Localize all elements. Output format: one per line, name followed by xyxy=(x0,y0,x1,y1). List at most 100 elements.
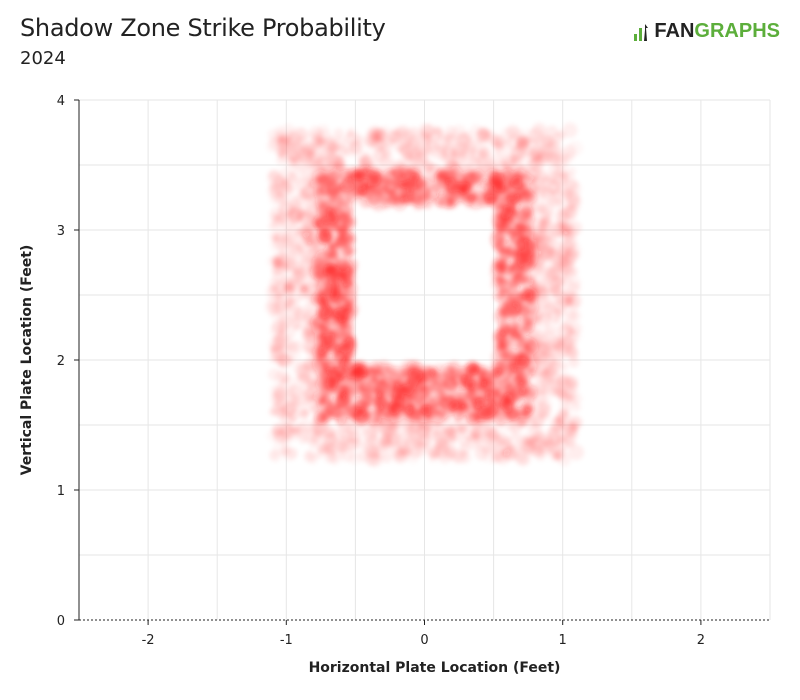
data-point xyxy=(297,396,308,407)
data-point xyxy=(537,222,547,232)
data-point xyxy=(568,266,579,277)
data-point xyxy=(381,453,392,464)
data-point xyxy=(338,192,352,206)
data-point xyxy=(494,261,508,275)
data-point xyxy=(359,154,372,168)
data-point xyxy=(434,387,444,398)
data-point xyxy=(507,327,518,337)
data-point xyxy=(459,443,471,455)
data-point xyxy=(444,125,457,139)
data-point xyxy=(343,270,357,284)
data-point xyxy=(343,336,356,349)
data-point xyxy=(436,149,447,161)
data-point xyxy=(508,249,519,260)
data-point xyxy=(294,363,310,379)
data-point xyxy=(508,355,522,368)
data-point xyxy=(567,395,578,406)
data-point xyxy=(371,196,386,212)
data-point xyxy=(506,190,519,204)
data-point xyxy=(272,234,281,243)
data-point xyxy=(513,171,525,182)
x-tick-label: 0 xyxy=(420,633,428,648)
data-point xyxy=(531,333,541,342)
data-point xyxy=(428,145,440,157)
data-point xyxy=(508,278,519,289)
data-point xyxy=(499,128,515,144)
data-point xyxy=(294,135,309,150)
data-point xyxy=(313,388,328,403)
data-point xyxy=(503,209,514,220)
data-point xyxy=(286,341,299,354)
data-point xyxy=(553,286,564,298)
data-point xyxy=(385,431,401,447)
data-point xyxy=(452,390,466,404)
data-point xyxy=(307,279,318,289)
data-point xyxy=(476,378,491,393)
data-point xyxy=(566,328,582,343)
data-point xyxy=(562,122,578,138)
data-point xyxy=(515,255,530,270)
data-point xyxy=(361,167,374,179)
data-point xyxy=(342,257,358,274)
data-point xyxy=(552,451,562,461)
data-point xyxy=(520,379,532,392)
data-point xyxy=(489,375,502,388)
data-point xyxy=(360,426,370,436)
data-point xyxy=(491,447,502,458)
data-point xyxy=(320,299,330,309)
data-point xyxy=(407,126,418,138)
data-point xyxy=(354,409,370,425)
data-point xyxy=(492,231,506,245)
data-point xyxy=(566,375,579,389)
data-point xyxy=(367,409,382,423)
data-point xyxy=(339,391,349,402)
data-point xyxy=(291,141,304,154)
data-point xyxy=(509,147,525,162)
data-point xyxy=(530,414,545,429)
data-point xyxy=(571,282,581,292)
data-point xyxy=(429,396,441,408)
data-point xyxy=(478,148,488,158)
data-point xyxy=(400,166,416,182)
data-point xyxy=(282,182,294,194)
data-point xyxy=(556,132,566,142)
data-point xyxy=(494,385,510,400)
data-point xyxy=(482,444,491,453)
chart-subtitle: 2024 xyxy=(20,48,66,69)
data-point xyxy=(568,444,585,461)
data-point xyxy=(305,236,315,247)
data-point xyxy=(277,323,289,335)
data-point xyxy=(538,370,554,386)
data-point xyxy=(498,319,510,331)
data-point xyxy=(533,432,547,446)
data-point xyxy=(460,451,472,464)
data-point xyxy=(413,399,429,415)
data-point xyxy=(288,207,304,223)
y-tick-label: 4 xyxy=(57,94,65,109)
data-point xyxy=(346,129,355,138)
data-point xyxy=(529,338,542,351)
data-point xyxy=(520,201,535,216)
data-point xyxy=(474,187,484,198)
data-point xyxy=(323,169,340,186)
data-point xyxy=(315,412,328,425)
data-point xyxy=(500,398,516,413)
data-point xyxy=(546,308,562,323)
data-point xyxy=(326,137,341,152)
data-point xyxy=(273,387,288,401)
data-point xyxy=(275,291,284,301)
data-point xyxy=(432,422,447,437)
data-point xyxy=(269,450,282,463)
data-point xyxy=(284,279,296,292)
data-point xyxy=(399,155,408,164)
data-point xyxy=(307,149,323,165)
fangraphs-logo[interactable]: FAN GRAPHS xyxy=(634,20,780,43)
data-point xyxy=(546,355,557,365)
data-point xyxy=(568,356,580,368)
data-point xyxy=(324,402,340,418)
data-point xyxy=(434,194,445,206)
data-point xyxy=(334,331,346,343)
data-point xyxy=(317,271,330,284)
data-point xyxy=(528,127,544,144)
data-point xyxy=(289,237,301,249)
